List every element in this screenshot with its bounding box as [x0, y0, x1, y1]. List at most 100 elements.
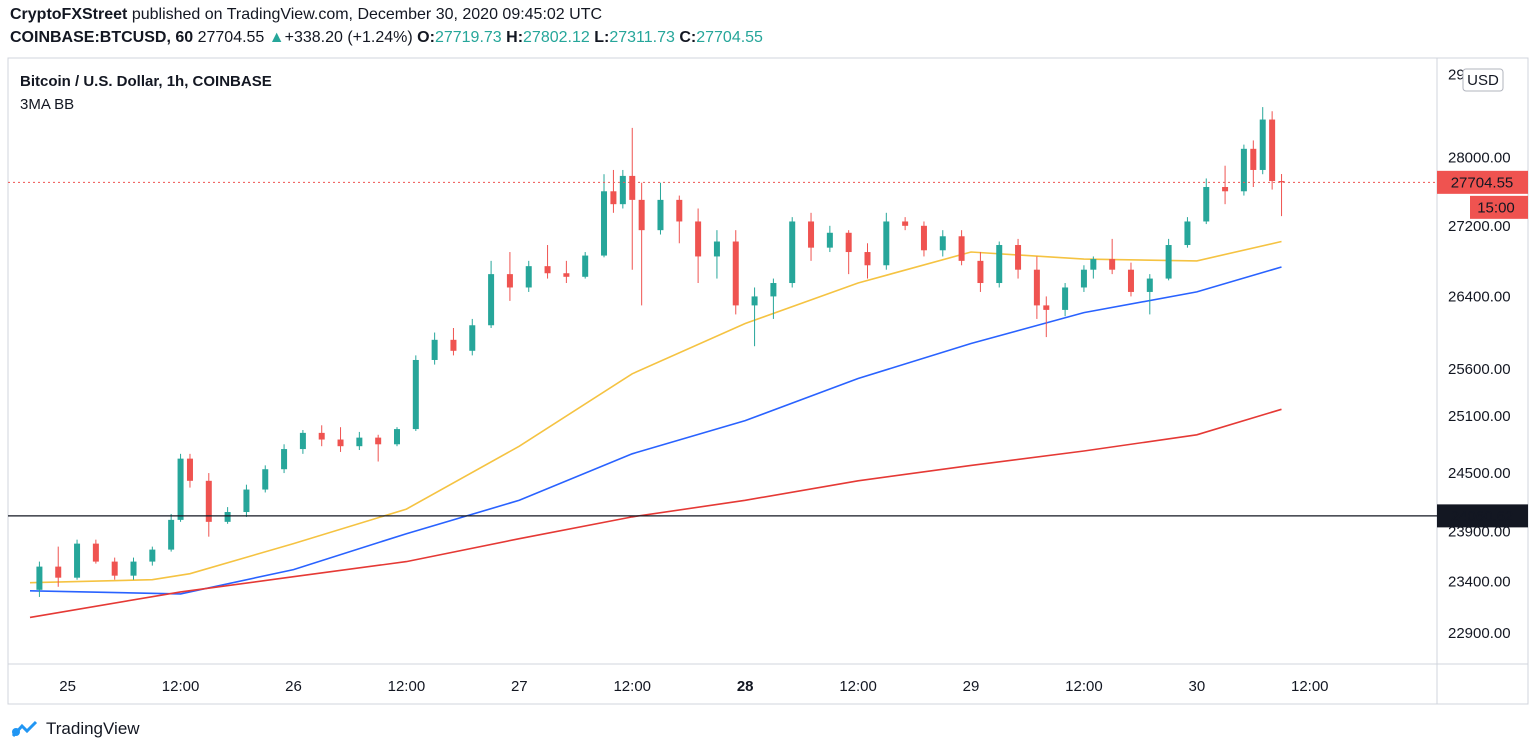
candle-body — [450, 339, 457, 351]
chart-frame — [7, 57, 1529, 705]
candle-body — [676, 199, 683, 222]
candle — [1222, 165, 1229, 205]
candle-body — [177, 458, 184, 520]
candle-body — [488, 274, 495, 326]
candle — [638, 182, 645, 306]
candle — [205, 473, 212, 537]
currency-button-bg[interactable] — [1462, 68, 1504, 92]
last-price-text: 27704.55 — [197, 29, 265, 46]
candle-body — [544, 266, 551, 274]
up-arrow-icon: ▲ — [268, 29, 285, 46]
candle-body — [149, 549, 156, 562]
candle-body — [920, 225, 927, 251]
candle — [450, 327, 457, 356]
candle — [281, 444, 288, 474]
candle — [393, 427, 400, 447]
candle-body — [74, 543, 81, 578]
candle-body — [1146, 278, 1153, 292]
candle — [563, 260, 570, 284]
published-text: published on TradingView.com, December 3… — [131, 6, 603, 23]
candle — [657, 182, 664, 235]
candle-body — [1015, 245, 1022, 270]
candle-body — [1203, 187, 1210, 222]
candle — [629, 127, 636, 270]
candle — [412, 355, 419, 431]
candle-body — [356, 437, 363, 447]
price-tick-label: 27200.00 — [1448, 218, 1511, 235]
candle — [1165, 238, 1172, 281]
candle — [695, 208, 702, 284]
candle-body — [1109, 259, 1116, 270]
countdown-label-text: 15:00 — [1477, 199, 1515, 216]
candle-body — [431, 339, 438, 360]
countdown-label-bg — [1470, 195, 1528, 219]
candle-body — [1240, 148, 1247, 192]
price-tick-label: 23900.00 — [1448, 524, 1511, 541]
candle-body — [629, 175, 636, 200]
close-label: C: — [679, 29, 697, 46]
time-tick-label: 12:00 — [613, 678, 651, 695]
candle — [111, 557, 118, 580]
price-axis-ticks: 29 0028000.0027200.0026400.0025600.00251… — [1448, 66, 1511, 642]
candle-body — [1127, 269, 1134, 292]
candle-body — [1278, 181, 1285, 183]
high-value: 27802.12 — [523, 29, 590, 46]
publish-info: CryptoFXStreet published on TradingView.… — [10, 6, 602, 24]
price-tick-label: 28000.00 — [1448, 149, 1511, 166]
candle — [1033, 256, 1040, 319]
candle-body — [713, 241, 720, 257]
candle-body — [525, 266, 532, 288]
chart-legend-title: Bitcoin / U.S. Dollar, 1h, COINBASE — [20, 73, 272, 90]
candle-body — [1259, 119, 1266, 170]
candle — [1203, 178, 1210, 225]
last-price-label-bg — [1437, 170, 1528, 194]
candle — [676, 195, 683, 244]
candle — [469, 318, 476, 356]
candle — [826, 225, 833, 253]
candle — [713, 230, 720, 279]
candle-body — [732, 241, 739, 306]
candle — [375, 434, 382, 462]
candle-body — [186, 458, 193, 481]
candle-body — [610, 191, 617, 205]
time-axis-ticks: 25 12:00 26 12:00 27 12:00 28 12:00 29 12:00 30 12:… — [59, 678, 1328, 695]
candle-body — [36, 566, 43, 590]
candle — [1080, 265, 1087, 292]
candle — [1015, 238, 1022, 279]
candle-body — [130, 561, 137, 576]
candle — [168, 513, 175, 552]
candle-body — [1184, 221, 1191, 246]
high-label: H: — [506, 29, 524, 46]
candle — [243, 484, 250, 517]
candle — [55, 546, 62, 587]
candle — [751, 287, 758, 347]
time-tick-label: 12:00 — [839, 678, 877, 695]
currency-button-label[interactable]: USD — [1467, 72, 1499, 89]
candle-body — [393, 429, 400, 445]
candle-body — [1269, 119, 1276, 182]
publisher-name: CryptoFXStreet — [10, 6, 128, 23]
candle-body — [337, 439, 344, 447]
time-tick-label: 29 — [963, 678, 980, 695]
candle-body — [318, 432, 325, 440]
candle-body — [695, 221, 702, 257]
price-tick-label: 25600.00 — [1448, 361, 1511, 378]
candle — [920, 221, 927, 257]
candle — [488, 260, 495, 328]
candle — [525, 260, 532, 292]
candle — [958, 230, 965, 266]
candle — [318, 425, 325, 447]
candle-body — [939, 236, 946, 251]
candle-body — [657, 199, 664, 231]
candle — [186, 453, 193, 488]
candle-body — [92, 543, 99, 562]
currency-button[interactable]: USD — [1462, 68, 1504, 92]
candle — [431, 332, 438, 365]
open-label: O: — [417, 29, 435, 46]
candle — [356, 431, 363, 451]
candle — [996, 241, 1003, 288]
candle — [732, 230, 739, 315]
candle-body — [770, 283, 777, 297]
candle — [883, 212, 890, 270]
